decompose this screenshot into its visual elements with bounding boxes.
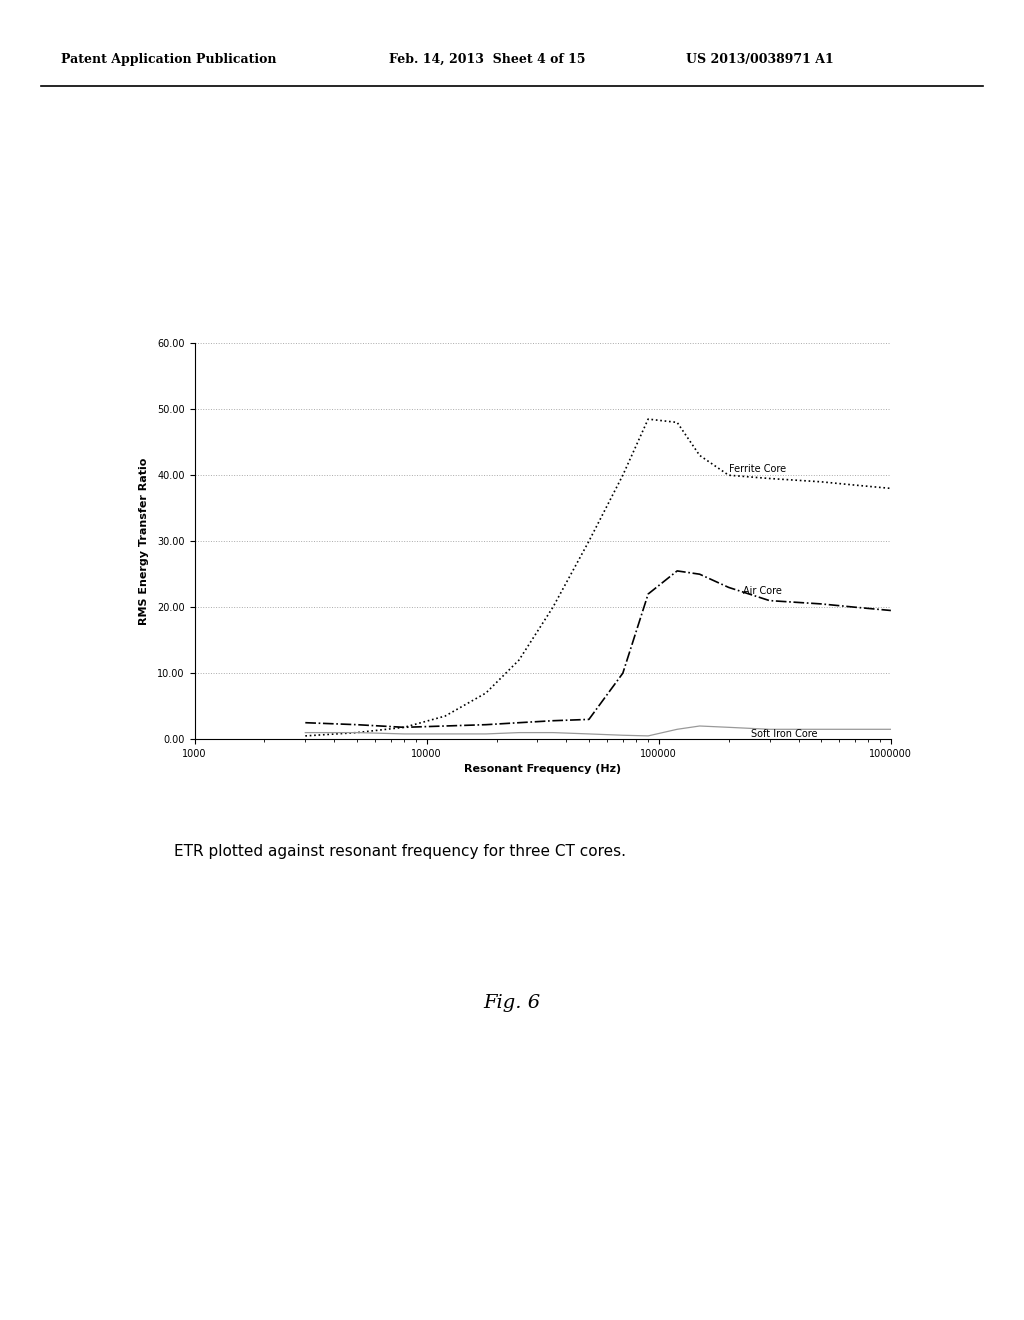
Ferrite Core — [671, 414, 683, 430]
Text: ETR plotted against resonant frequency for three CT cores.: ETR plotted against resonant frequency f… — [174, 843, 626, 859]
Ferrite Core — [616, 467, 629, 483]
Soft Iron Core — [350, 725, 362, 741]
Soft Iron Core — [583, 726, 595, 742]
Ferrite Core — [439, 708, 452, 723]
Air Core — [299, 715, 311, 731]
Air Core — [642, 586, 654, 602]
Ferrite Core — [398, 719, 411, 735]
Text: Soft Iron Core: Soft Iron Core — [752, 729, 817, 739]
X-axis label: Resonant Frequency (Hz): Resonant Frequency (Hz) — [464, 764, 622, 775]
Ferrite Core — [480, 685, 493, 701]
Ferrite Core — [885, 480, 897, 496]
Soft Iron Core — [849, 721, 861, 737]
Air Core — [671, 564, 683, 579]
Soft Iron Core — [616, 727, 629, 743]
Air Core — [439, 718, 452, 734]
Ferrite Core — [299, 729, 311, 744]
Y-axis label: RMS Energy Transfer Ratio: RMS Energy Transfer Ratio — [139, 458, 148, 624]
Ferrite Core — [849, 478, 861, 494]
Air Core — [480, 717, 493, 733]
Line: Soft Iron Core: Soft Iron Core — [305, 726, 891, 737]
Text: US 2013/0038971 A1: US 2013/0038971 A1 — [686, 53, 834, 66]
Soft Iron Core — [480, 726, 493, 742]
Soft Iron Core — [513, 725, 525, 741]
Soft Iron Core — [723, 719, 735, 735]
Air Core — [513, 715, 525, 731]
Air Core — [849, 599, 861, 615]
Air Core — [547, 713, 559, 729]
Air Core — [350, 717, 362, 733]
Text: Air Core: Air Core — [742, 586, 781, 597]
Air Core — [815, 597, 827, 612]
Air Core — [583, 711, 595, 727]
Ferrite Core — [815, 474, 827, 490]
Soft Iron Core — [642, 729, 654, 744]
Soft Iron Core — [547, 725, 559, 741]
Ferrite Core — [547, 599, 559, 615]
Ferrite Core — [693, 447, 706, 463]
Soft Iron Core — [671, 721, 683, 737]
Line: Ferrite Core: Ferrite Core — [305, 420, 891, 737]
Text: Feb. 14, 2013  Sheet 4 of 15: Feb. 14, 2013 Sheet 4 of 15 — [389, 53, 586, 66]
Ferrite Core — [763, 471, 775, 487]
Air Core — [723, 579, 735, 595]
Ferrite Core — [723, 467, 735, 483]
Ferrite Core — [642, 412, 654, 428]
Text: Fig. 6: Fig. 6 — [483, 994, 541, 1012]
Text: Patent Application Publication: Patent Application Publication — [61, 53, 276, 66]
Soft Iron Core — [693, 718, 706, 734]
Air Core — [763, 593, 775, 609]
Soft Iron Core — [885, 721, 897, 737]
Soft Iron Core — [299, 725, 311, 741]
Soft Iron Core — [815, 721, 827, 737]
Text: Ferrite Core: Ferrite Core — [729, 463, 785, 474]
Ferrite Core — [583, 533, 595, 549]
Air Core — [693, 566, 706, 582]
Soft Iron Core — [763, 721, 775, 737]
Ferrite Core — [350, 725, 362, 741]
Air Core — [616, 665, 629, 681]
Soft Iron Core — [439, 726, 452, 742]
Air Core — [885, 602, 897, 618]
Ferrite Core — [513, 652, 525, 668]
Soft Iron Core — [398, 726, 411, 742]
Air Core — [398, 719, 411, 735]
Line: Air Core: Air Core — [305, 572, 891, 727]
